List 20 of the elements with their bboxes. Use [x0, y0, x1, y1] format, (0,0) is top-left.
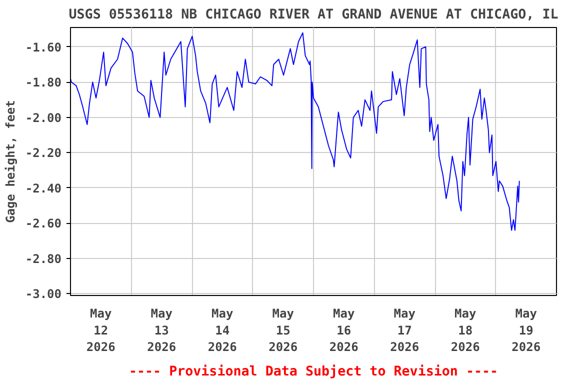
x-tick-label: May 13 2026 — [147, 306, 176, 354]
x-tick-label: May 17 2026 — [390, 306, 420, 354]
y-tick-label: -1.80 — [25, 76, 62, 90]
y-tick-label: -2.60 — [25, 216, 62, 231]
x-tick-label: May 12 2026 — [86, 306, 116, 354]
x-tick-label: May 15 2026 — [268, 306, 298, 354]
text: ---- Provisional Data Subject to Revision ---- — [128, 364, 498, 380]
line-series — [70, 32, 520, 231]
x-tick-label: May 18 2026 — [450, 306, 480, 354]
chart-title: USGS 05536118 NB CHICAGO RIVER AT GRAND AVENUE AT CHICAGO, IL — [68, 8, 558, 22]
x-tick-label: May 19 2026 — [512, 306, 541, 354]
y-tick-label: -2.80 — [25, 252, 62, 266]
x-tick-label: May 16 2026 — [329, 306, 358, 354]
y-axis-title: Gage height, feet — [3, 100, 18, 223]
y-tick-label: -2.40 — [25, 181, 62, 196]
y-tick-label: -1.60 — [25, 40, 62, 54]
y-tick-label: -2.20 — [25, 146, 62, 160]
x-tick-label: May 14 2026 — [208, 306, 237, 354]
y-tick-label: -2.00 — [25, 110, 62, 125]
y-tick-label: -3.00 — [25, 287, 62, 302]
